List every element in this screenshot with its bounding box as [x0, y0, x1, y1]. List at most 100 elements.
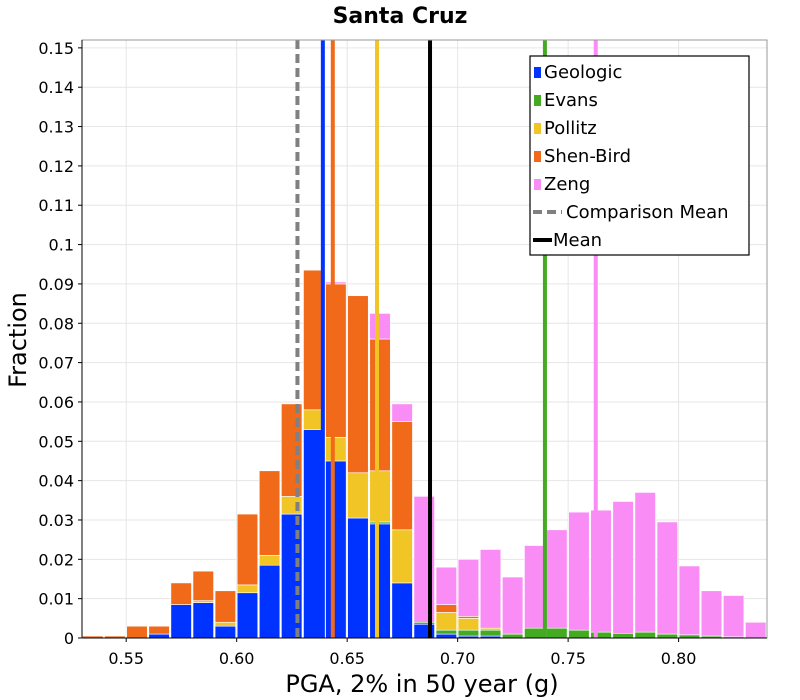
- bar-pollitz: [369, 470, 391, 523]
- y-tick-label: 0: [64, 629, 74, 648]
- legend-label: Mean: [553, 230, 602, 251]
- bar-zeng: [502, 576, 524, 635]
- bar-shen-bird: [192, 570, 214, 601]
- y-tick-label: 0.14: [38, 78, 74, 97]
- y-tick-label: 0.01: [38, 590, 74, 609]
- bar-pollitz: [236, 584, 259, 594]
- bar-geologic: [236, 592, 259, 639]
- bar-geologic: [325, 460, 347, 639]
- bar-zeng: [524, 545, 546, 629]
- legend-label: Geologic: [544, 62, 622, 83]
- legend-label: Evans: [544, 90, 598, 111]
- bar-zeng: [723, 595, 745, 638]
- bar-shen-bird: [258, 470, 281, 556]
- bar-zeng: [546, 529, 568, 629]
- legend: Geologic Evans Pollitz Shen-Bird Zeng Compari…: [529, 55, 750, 256]
- bar-shen-bird: [369, 338, 391, 472]
- bar-geologic: [214, 625, 236, 639]
- x-tick-label: 0.80: [661, 649, 697, 668]
- legend-label: Pollitz: [544, 118, 597, 139]
- legend-label: Comparison Mean: [566, 202, 729, 223]
- bar-shen-bird: [126, 625, 148, 639]
- bar-evans: [524, 627, 546, 639]
- bar-zeng: [457, 559, 480, 617]
- bar-shen-bird: [347, 295, 369, 474]
- legend-label: Shen-Bird: [544, 146, 631, 167]
- bar-geologic: [192, 602, 214, 639]
- bar-zeng: [325, 281, 347, 285]
- bar-zeng: [435, 566, 457, 605]
- bar-pollitz: [258, 555, 281, 566]
- bar-pollitz: [347, 472, 369, 519]
- bar-zeng: [391, 403, 413, 422]
- bar-shen-bird: [214, 590, 236, 623]
- bar-zeng: [745, 621, 767, 639]
- bar-evans: [634, 631, 656, 639]
- y-tick-label: 0.09: [38, 275, 74, 294]
- bar-zeng: [700, 590, 723, 637]
- x-tick-label: 0.60: [219, 649, 255, 668]
- y-tick-label: 0.07: [38, 354, 74, 373]
- bar-shen-bird: [281, 403, 303, 497]
- bar-zeng: [612, 501, 634, 634]
- y-tick-label: 0.03: [38, 511, 74, 530]
- bar-shen-bird: [148, 625, 170, 635]
- y-tick-label: 0.1: [49, 236, 74, 255]
- bar-zeng: [479, 549, 502, 629]
- legend-swatch-evans: [534, 95, 541, 106]
- bar-geologic: [170, 604, 192, 639]
- chart-title: Santa Cruz: [333, 4, 468, 29]
- bar-evans: [656, 633, 678, 639]
- y-tick-label: 0.06: [38, 393, 74, 412]
- bar-pollitz: [325, 437, 347, 462]
- legend-box: [529, 55, 750, 256]
- y-tick-label: 0.02: [38, 550, 74, 569]
- bar-shen-bird: [435, 604, 457, 613]
- legend-swatch-geologic: [534, 67, 541, 78]
- x-tick-label: 0.65: [329, 649, 365, 668]
- bar-evans: [502, 633, 524, 639]
- bar-geologic: [258, 564, 281, 639]
- y-tick-label: 0.11: [38, 196, 74, 215]
- y-tick-label: 0.15: [38, 39, 74, 58]
- bar-evans: [612, 632, 634, 639]
- bar-pollitz: [214, 621, 236, 627]
- bar-pollitz: [391, 529, 413, 584]
- bar-pollitz: [457, 618, 480, 631]
- y-tick-label: 0.13: [38, 118, 74, 137]
- bar-geologic: [148, 633, 170, 639]
- bar-geologic: [435, 633, 457, 639]
- y-tick-label: 0.12: [38, 157, 74, 176]
- axis-layer: 0 0.01 0.02 0.03 0.04 0.05 0.06 0.07 0.08 0.09 0.1…: [38, 39, 768, 668]
- legend-swatch-shen-bird: [534, 151, 541, 162]
- bar-geologic: [391, 582, 413, 639]
- y-tick-label: 0.05: [38, 432, 74, 451]
- legend-swatch-zeng: [534, 179, 541, 190]
- bar-evans: [479, 629, 502, 637]
- bar-evans: [435, 629, 457, 635]
- bar-zeng: [568, 511, 590, 631]
- bar-shen-bird: [391, 421, 413, 531]
- x-tick-label: 0.55: [108, 649, 144, 668]
- bar-zeng: [634, 492, 656, 633]
- x-tick-label: 0.70: [440, 649, 476, 668]
- y-tick-label: 0.04: [38, 472, 74, 491]
- bar-zeng: [369, 313, 391, 340]
- legend-label: Zeng: [544, 174, 590, 195]
- bar-zeng: [678, 565, 701, 636]
- bar-zeng: [656, 521, 678, 635]
- y-tick-label: 0.08: [38, 314, 74, 333]
- bar-pollitz: [435, 612, 457, 631]
- y-axis-label: Fraction: [4, 292, 32, 388]
- bar-shen-bird: [325, 283, 347, 438]
- bar-shen-bird: [236, 513, 259, 586]
- bar-evans: [546, 627, 568, 639]
- legend-swatch-pollitz: [534, 123, 541, 134]
- bar-geologic: [347, 517, 369, 639]
- x-tick-label: 0.75: [550, 649, 586, 668]
- bar-shen-bird: [170, 582, 192, 605]
- bar-evans: [457, 629, 480, 637]
- x-axis-label: PGA, 2% in 50 year (g): [285, 670, 558, 698]
- bar-evans: [568, 629, 590, 639]
